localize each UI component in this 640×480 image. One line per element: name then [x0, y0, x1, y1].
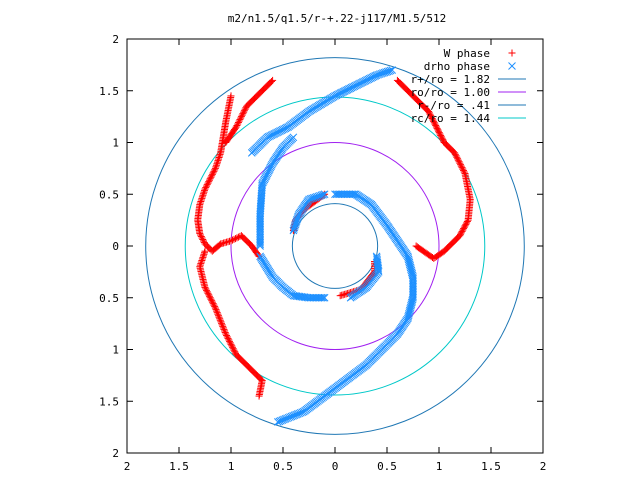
drho-phase-point: [407, 265, 415, 273]
axis-ticks: 2 1.5 1 0.5 0 0.5 1 1.5 221.510.500.511.52: [99, 33, 546, 473]
drho-phase-point: [319, 190, 327, 199]
legend-label: r+/ro = 1.82: [411, 73, 490, 86]
drho-phase-point: [407, 268, 416, 277]
legend-label: r-/ro = .41: [417, 99, 490, 112]
drho-phase-point: [275, 417, 284, 426]
drho-phase-point: [404, 254, 413, 262]
data-series: [194, 66, 474, 426]
circle-r-1-82: [145, 57, 525, 435]
y-tick-label: 1.5: [99, 395, 119, 408]
drho-phase-point: [406, 263, 415, 272]
drho-phase-point: [409, 292, 417, 301]
y-tick-label: 1: [112, 344, 119, 357]
y-tick-label: 0.5: [99, 292, 119, 305]
chart-title: m2/n1.5/q1.5/r-+.22-j117/M1.5/512: [228, 12, 447, 25]
drho-phase-point: [388, 66, 397, 74]
drho-phase-point: [258, 183, 266, 192]
x-tick-label: 2: [124, 460, 131, 473]
circle-r-1: [230, 142, 440, 350]
w-phase-series: [194, 76, 474, 400]
y-tick-label: 1.5: [99, 85, 119, 98]
drho-phase-point: [317, 293, 326, 302]
x-tick-label: 0.5: [377, 460, 397, 473]
y-tick-label: 2: [112, 33, 119, 46]
drho-phase-point: [320, 190, 329, 199]
y-tick-label: 1: [112, 137, 119, 150]
drho-phase-point: [319, 293, 327, 302]
y-tick-label: 2: [112, 447, 119, 460]
drho-phase-point: [405, 258, 414, 267]
circle-r-0-41: [291, 203, 379, 289]
drho-phase-point: [320, 293, 329, 302]
drho-phase-point: [374, 266, 383, 275]
y-tick-label: 0: [112, 240, 119, 253]
x-tick-label: 1: [436, 460, 443, 473]
y-tick-label: 0.5: [99, 188, 119, 201]
legend-label: W phase: [444, 47, 490, 60]
x-tick-label: 2: [540, 460, 547, 473]
legend-label: ro/ro = 1.00: [411, 86, 490, 99]
x-tick-label: 1.5: [169, 460, 189, 473]
x-tick-label: 1: [228, 460, 235, 473]
drho-phase-point: [348, 190, 357, 199]
drho-phase-point: [350, 190, 359, 199]
legend-label: drho phase: [424, 60, 490, 73]
drho-phase-point: [405, 257, 413, 265]
drho-phase-point: [508, 62, 516, 70]
x-tick-label: 1.5: [481, 460, 501, 473]
drho-phase-point: [403, 252, 412, 261]
drho-phase-point: [407, 266, 416, 275]
circle-r-1-44: [184, 96, 486, 396]
drho-phase-point: [406, 262, 415, 270]
drho-phase-point: [289, 133, 298, 142]
drho-phase-point: [386, 66, 395, 75]
x-tick-label: 0.5: [273, 460, 293, 473]
drho-phase-point: [273, 418, 282, 426]
legend-label: rc/ro = 1.44: [411, 112, 491, 125]
drho-phase-point: [405, 260, 414, 269]
drho-phase-point: [404, 255, 413, 264]
drho-phase-point: [346, 293, 355, 302]
drho-phase-series: [247, 66, 417, 426]
x-tick-label: 0: [332, 460, 339, 473]
